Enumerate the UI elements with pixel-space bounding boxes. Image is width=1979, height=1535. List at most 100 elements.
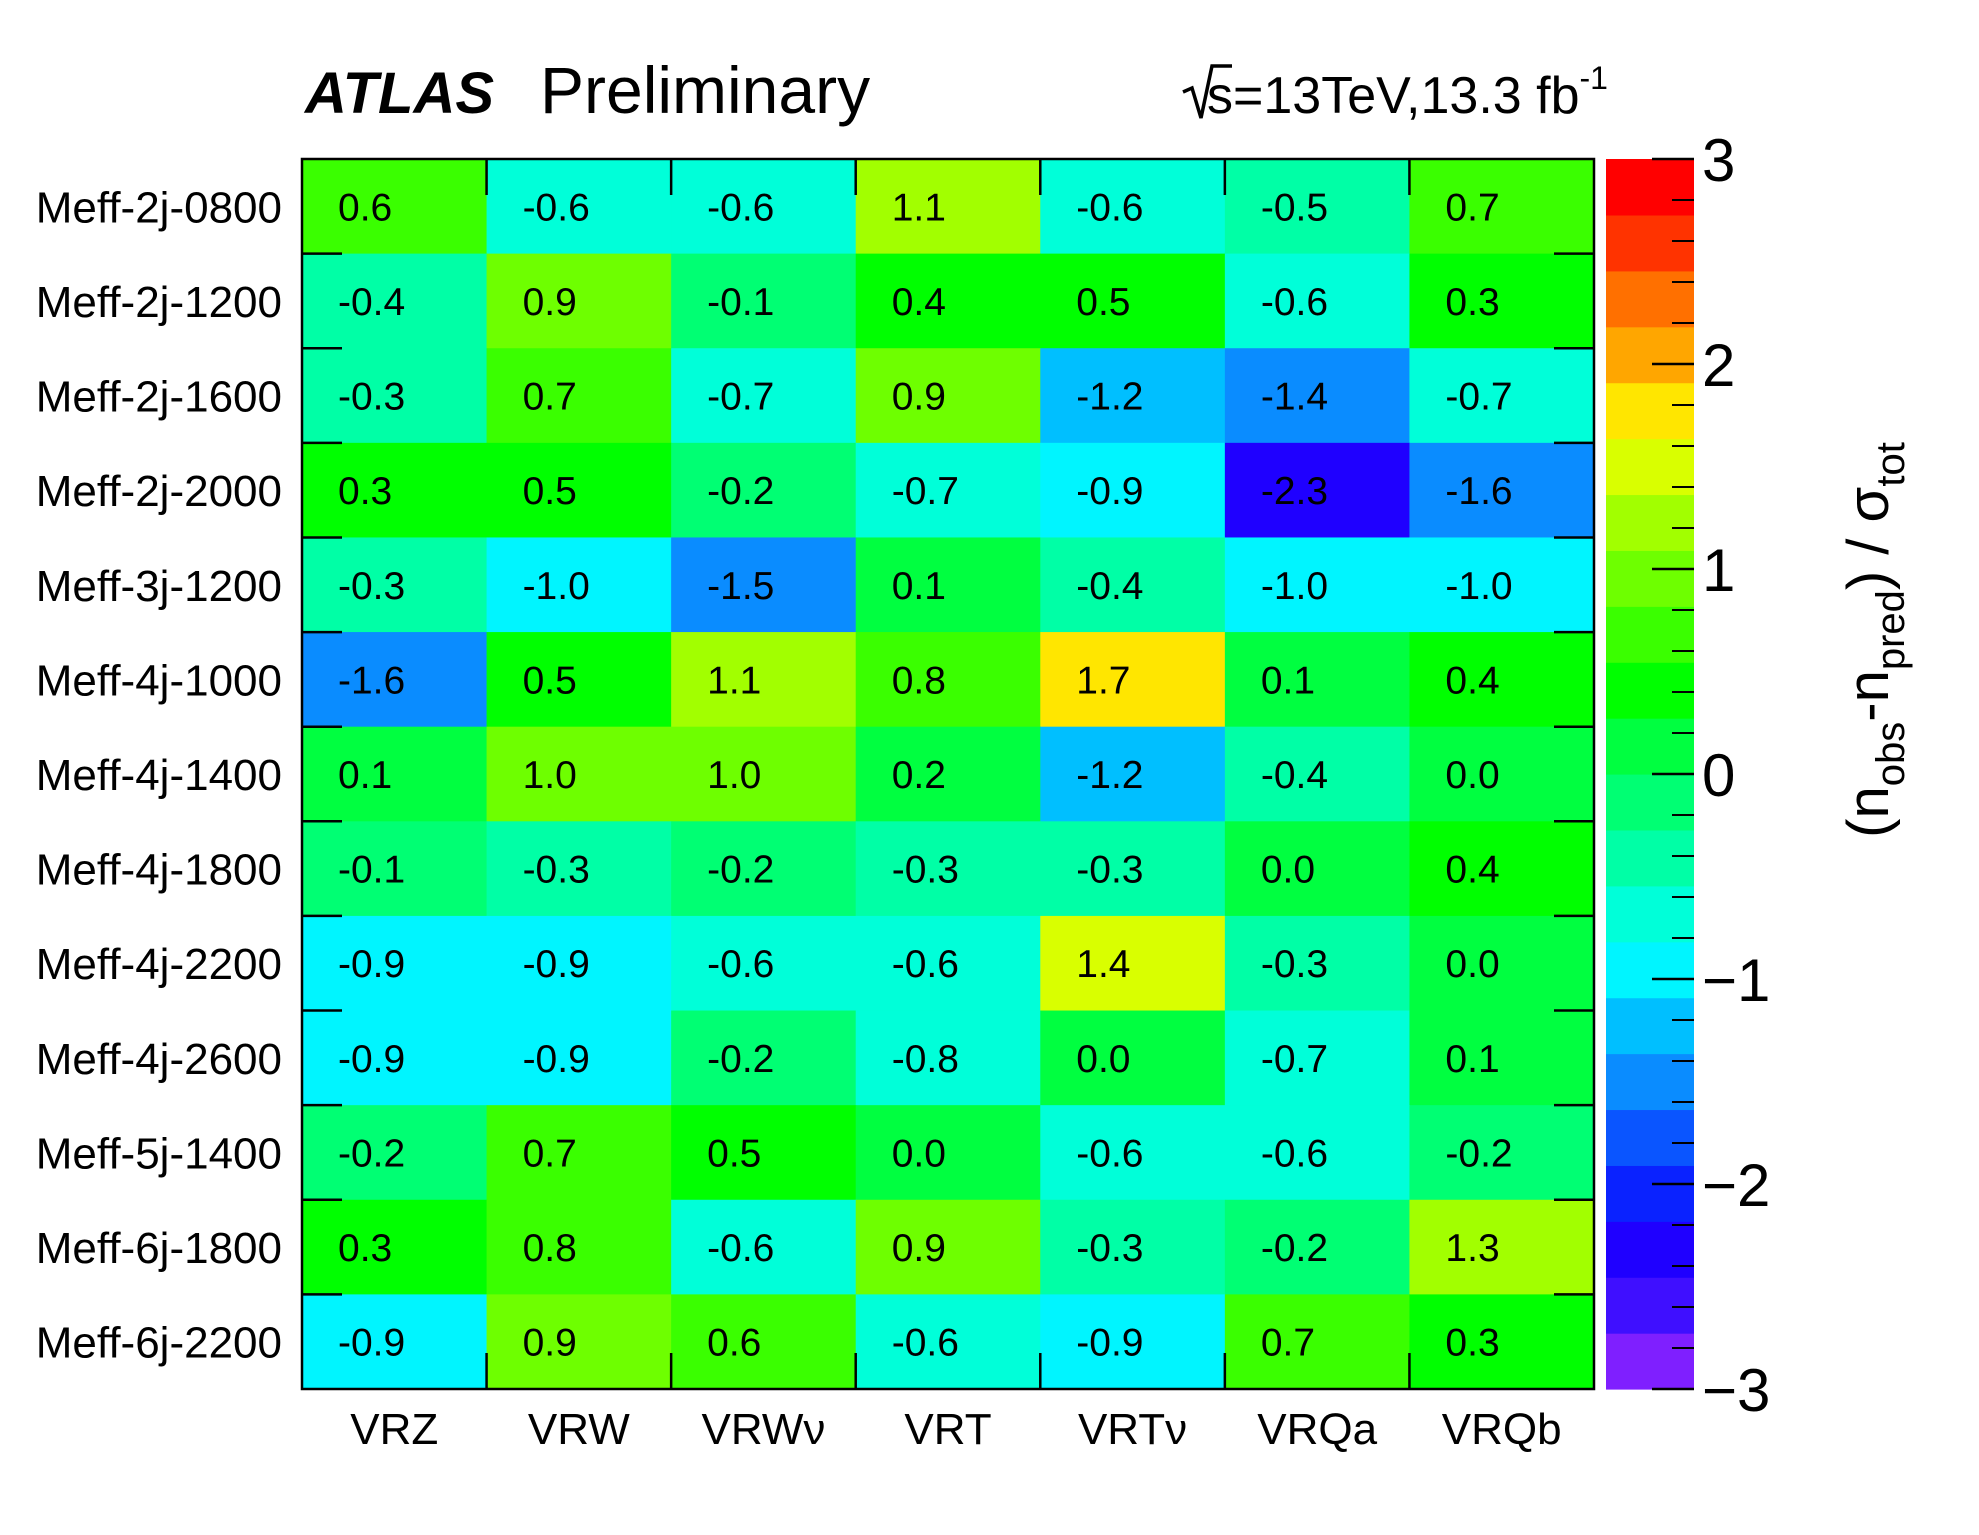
cell-value-label: 1.4 [1076, 943, 1130, 986]
heatmap-cell [1040, 442, 1226, 539]
heatmap-cell [1040, 632, 1226, 728]
row-label: Meff-4j-1000 [36, 656, 282, 705]
heatmap-cell [1224, 1199, 1411, 1295]
cell-value-label: -0.8 [892, 1038, 959, 1081]
heatmap-cell [1409, 1199, 1595, 1295]
heatmap-cell [1409, 442, 1595, 539]
cell-value-label: -0.6 [707, 1227, 774, 1270]
heatmap-cell [1040, 1294, 1226, 1390]
color-scale-tick-label: 1 [1702, 537, 1735, 604]
heatmap-cell [486, 1294, 672, 1390]
color-scale-ticks: 3 2 1 0 −1 −2 −3 [1652, 127, 1770, 1424]
heatmap-cell [1224, 632, 1411, 728]
cell-value-label: 0.7 [1445, 186, 1499, 229]
cell-value-label: -0.3 [338, 565, 405, 608]
heatmap-cell [486, 442, 672, 539]
heatmap-cell [1040, 159, 1226, 255]
cell-value-label: -0.2 [1445, 1132, 1512, 1175]
cell-value-label: 1.1 [707, 659, 761, 702]
heatmap-cell [1224, 537, 1411, 633]
color-scale-swatch [1606, 1109, 1694, 1166]
cell-value-label: -0.2 [707, 849, 774, 892]
heatmap-cell [1040, 726, 1226, 822]
column-label: VRQb [1442, 1405, 1562, 1454]
plot-tick-marks [302, 159, 1594, 1389]
heatmap-cell [671, 537, 857, 633]
row-label: Meff-4j-2200 [36, 940, 282, 989]
cell-value-label: 0.9 [523, 1322, 577, 1365]
heatmap-cell [1224, 1010, 1411, 1106]
cell-value-label: 0.6 [338, 186, 392, 229]
lumi-unit-superscript: -1 [1580, 60, 1608, 96]
cell-value-label: 0.3 [338, 470, 392, 513]
cell-value-label: -0.6 [707, 186, 774, 229]
color-scale-swatch [1606, 550, 1694, 607]
heatmap-cell [1224, 821, 1411, 917]
heatmap-cell [671, 632, 857, 728]
cell-value-label: -0.3 [1076, 1227, 1143, 1270]
heatmap-cells [302, 159, 1595, 1390]
cell-value-label: -0.3 [523, 849, 590, 892]
heatmap-cell [671, 159, 857, 255]
heatmap-cell [855, 1294, 1041, 1390]
cell-value-label: 0.3 [1445, 281, 1499, 324]
heatmap-cell [302, 1010, 488, 1106]
cell-value-label: -0.6 [707, 943, 774, 986]
row-labels: Meff-2j-0800 Meff-2j-1200 Meff-2j-1600 Meff… [36, 183, 282, 1367]
heatmap-cell [855, 1199, 1041, 1295]
cell-value-label: -0.2 [707, 470, 774, 513]
column-label: VRQa [1257, 1405, 1377, 1454]
color-scale-swatch [1606, 997, 1694, 1055]
cell-value-label: -1.5 [707, 565, 774, 608]
color-scale-swatch [1606, 1053, 1694, 1111]
cell-value-label: 1.1 [892, 186, 946, 229]
cell-value-label: -0.2 [1261, 1227, 1328, 1270]
heatmap-cell [302, 159, 488, 255]
cell-value-label: 0.7 [523, 376, 577, 419]
heatmap-cell [1224, 253, 1411, 349]
energy-symbol: s [1207, 67, 1233, 125]
heatmap-cell [1409, 253, 1595, 349]
row-label: Meff-2j-2000 [36, 467, 282, 516]
cell-value-label: 0.0 [892, 1132, 946, 1175]
cell-value-label: -1.0 [523, 565, 590, 608]
heatmap-cell [1040, 348, 1226, 444]
cell-value-label: 0.3 [338, 1227, 392, 1270]
color-scale-swatch [1606, 1165, 1694, 1222]
color-scale-swatch [1606, 662, 1694, 719]
color-scale-swatch [1606, 1333, 1694, 1390]
cell-value-label: -2.3 [1261, 470, 1328, 513]
cell-value-label: -0.4 [1076, 565, 1143, 608]
heatmap-cell [1409, 1294, 1595, 1390]
cell-value-label: -0.7 [707, 376, 774, 419]
heatmap-cell [1040, 1199, 1226, 1295]
row-label: Meff-4j-1400 [36, 751, 282, 800]
heatmap-cell [855, 1105, 1041, 1201]
sqrt-sign [1182, 64, 1232, 119]
cell-value-label: -0.2 [338, 1132, 405, 1175]
heatmap-cell [1409, 537, 1595, 633]
color-scale-swatch [1606, 885, 1694, 943]
row-label: Meff-5j-1400 [36, 1129, 282, 1178]
heatmap-cell [486, 632, 672, 728]
cell-value-label: 0.7 [1261, 1322, 1315, 1365]
color-scale-swatch [1606, 606, 1694, 663]
cell-value-label: -1.2 [1076, 754, 1143, 797]
cell-value-label: -0.9 [523, 943, 590, 986]
heatmap-cell [1409, 1010, 1595, 1106]
row-label: Meff-2j-0800 [36, 183, 282, 232]
energy-lumi-text: =13TeV,13.3 fb [1233, 67, 1580, 125]
cell-value-label: 1.7 [1076, 659, 1130, 702]
color-scale-tick-label: −2 [1702, 1152, 1770, 1219]
color-scale-tick-label: 3 [1702, 127, 1735, 194]
cell-value-label: 0.5 [523, 470, 577, 513]
heatmap-cell [671, 253, 857, 349]
heatmap-cell [1224, 442, 1411, 539]
heatmap-cell [302, 915, 488, 1012]
color-scale-tick-label: 2 [1702, 332, 1735, 399]
cell-value-label: -0.3 [892, 849, 959, 892]
color-scale-swatch [1606, 829, 1694, 887]
heatmap-cell [1040, 537, 1226, 633]
heatmap-cell [671, 915, 857, 1012]
cell-value-label: -0.9 [338, 1322, 405, 1365]
